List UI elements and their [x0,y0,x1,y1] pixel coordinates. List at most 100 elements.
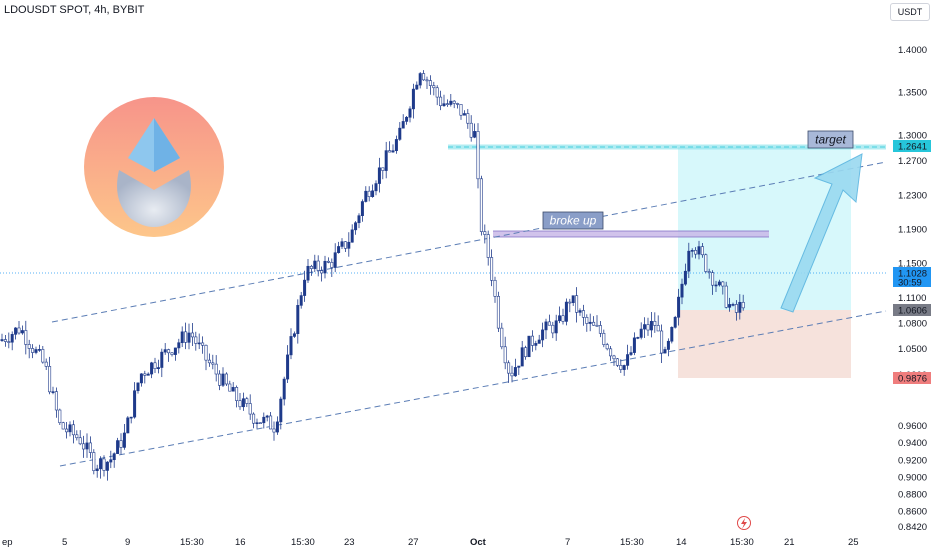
x-tick-label: 21 [784,537,795,548]
x-tick-label: 23 [344,537,355,548]
candle-body [388,150,392,153]
candle-body [398,127,402,140]
x-tick-label: 27 [408,537,419,548]
candle-body [228,383,232,392]
candle-body [500,327,504,348]
candle-body [418,73,422,86]
price-label-text: 1.1028 [898,269,927,280]
price-label-box [893,267,931,287]
y-tick-label: 0.8420 [898,522,927,533]
candle-body [541,329,545,341]
candle-body [357,215,361,224]
price-label-text: 1.2641 [898,142,927,153]
candle-body [82,443,86,450]
price-axis[interactable]: 1.4000 1.3500 1.3000 1.2700 1.2300 1.1900 1.15… [898,45,927,533]
candle-body [221,373,225,386]
candle-body [248,403,252,415]
candle-body [41,349,45,363]
candle-body [129,416,133,419]
candle-body [687,250,691,272]
x-tick-label: 5 [62,537,67,548]
candle-body [411,88,415,110]
candle-body [204,344,208,361]
candle-body [490,257,494,281]
x-tick-label: Oct [470,537,487,548]
price-label-text: 0.9876 [898,374,927,385]
candle-body [48,366,52,393]
candle-body [575,295,579,313]
candle-body [58,409,62,424]
candle-body [554,320,558,334]
candle-body [167,349,171,354]
y-tick-label: 1.2700 [898,156,927,167]
price-label-box [893,140,931,152]
candle-body [75,434,79,439]
candle-body [24,330,28,345]
candle-body [51,391,55,393]
candle-body [520,347,524,367]
candle-body [269,415,273,430]
price-label-box [893,304,931,316]
candle-body [738,301,742,313]
candle-body [343,241,347,249]
candle-body [65,428,69,433]
svg-text:broke up: broke up [550,214,597,228]
candle-body [649,320,653,331]
candle-body [728,304,732,308]
y-tick-label: 1.4000 [898,45,927,56]
candle-body [513,367,517,377]
price-label-text: 1.0606 [898,306,927,317]
candle-body [255,422,259,424]
candle-body [653,320,657,326]
lightning-icon[interactable] [737,516,751,530]
candle-body [286,354,290,380]
candle-body [479,178,483,232]
candle-body [568,301,572,304]
candle-body [670,327,674,342]
y-tick-label: 0.9400 [898,438,927,449]
candle-body [116,440,120,454]
candle-body [486,234,490,258]
candle-body [551,324,555,334]
candle-body [673,316,677,328]
candle-body [571,295,575,303]
candles [0,70,745,481]
time-axis[interactable]: ep 5 9 15:30 16 15:30 23 27 Oct 7 15:30 14 15:30 21 25 [2,537,859,548]
candle-body [207,359,211,364]
candle-body [425,79,429,82]
candle-body [292,333,296,337]
candle-body [510,372,514,377]
candle-body [462,113,466,116]
candle-body [211,362,215,365]
currency-button[interactable]: USDT [890,3,930,21]
candle-body [476,131,480,180]
y-tick-label: 1.1100 [898,293,926,304]
candle-body [313,260,317,269]
candle-body [690,250,694,252]
candle-body [241,398,245,408]
channel-upper-line [51,161,887,323]
candle-body [214,363,218,375]
symbol-title[interactable]: LDOUSDT SPOT, 4h, BYBIT [4,4,145,16]
candle-body [391,150,395,153]
candle-body [68,424,72,433]
candle-body [197,342,201,345]
candle-body [54,391,58,411]
y-tick-label: 0.8600 [898,507,927,518]
candle-body [323,260,327,274]
candle-body [133,390,137,418]
candle-body [734,304,738,313]
candle-body [578,310,582,313]
candle-body [435,87,439,98]
candle-body [303,279,307,296]
broke-up-annotation: broke up [542,211,604,230]
channel-lower-line [59,310,887,467]
lido-logo-icon [84,97,224,237]
candle-body [235,387,239,401]
svg-text:target: target [815,133,846,147]
x-tick-label: 16 [235,537,246,548]
candle-body [422,73,426,81]
candle-body [265,415,269,418]
